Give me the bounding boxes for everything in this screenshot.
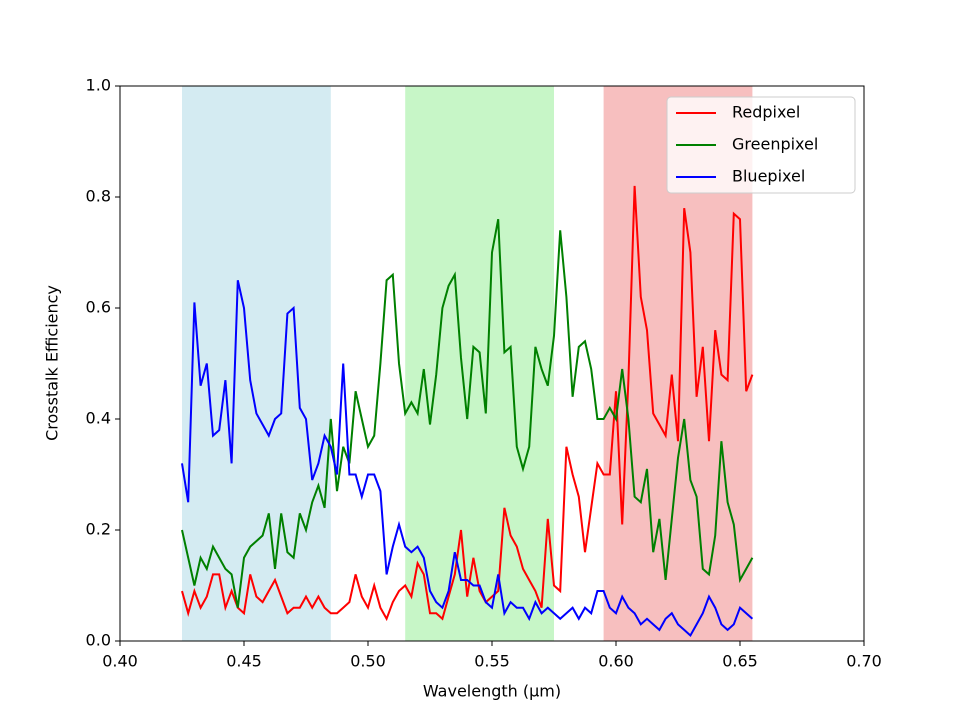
data-line <box>181 280 754 638</box>
legend-label: Redpixel <box>732 103 800 122</box>
y-tick-label: 0.2 <box>86 520 111 539</box>
y-tick-label: 0.0 <box>86 631 111 650</box>
data-line <box>181 185 754 622</box>
x-tick-label: 0.40 <box>102 652 138 671</box>
legend-box <box>666 96 856 194</box>
data-line <box>181 219 754 608</box>
y-tick-label: 1.0 <box>86 76 111 95</box>
x-tick-label: 0.50 <box>350 652 386 671</box>
plot-frame <box>119 85 865 642</box>
band-span <box>182 86 331 641</box>
y-tick-label: 0.6 <box>86 298 111 317</box>
y-tick-label: 0.4 <box>86 409 111 428</box>
x-tick-label: 0.60 <box>598 652 634 671</box>
y-tick-label: 0.8 <box>86 187 111 206</box>
y-axis-label: Crosstalk Efficiency <box>43 285 62 441</box>
x-axis-label: Wavelength (μm) <box>423 682 561 701</box>
band-span <box>405 86 554 641</box>
x-tick-label: 0.45 <box>226 652 262 671</box>
x-tick-label: 0.70 <box>846 652 882 671</box>
legend-label: Bluepixel <box>732 167 805 186</box>
legend-label: Greenpixel <box>732 135 818 154</box>
x-tick-label: 0.55 <box>474 652 510 671</box>
x-tick-label: 0.65 <box>722 652 758 671</box>
